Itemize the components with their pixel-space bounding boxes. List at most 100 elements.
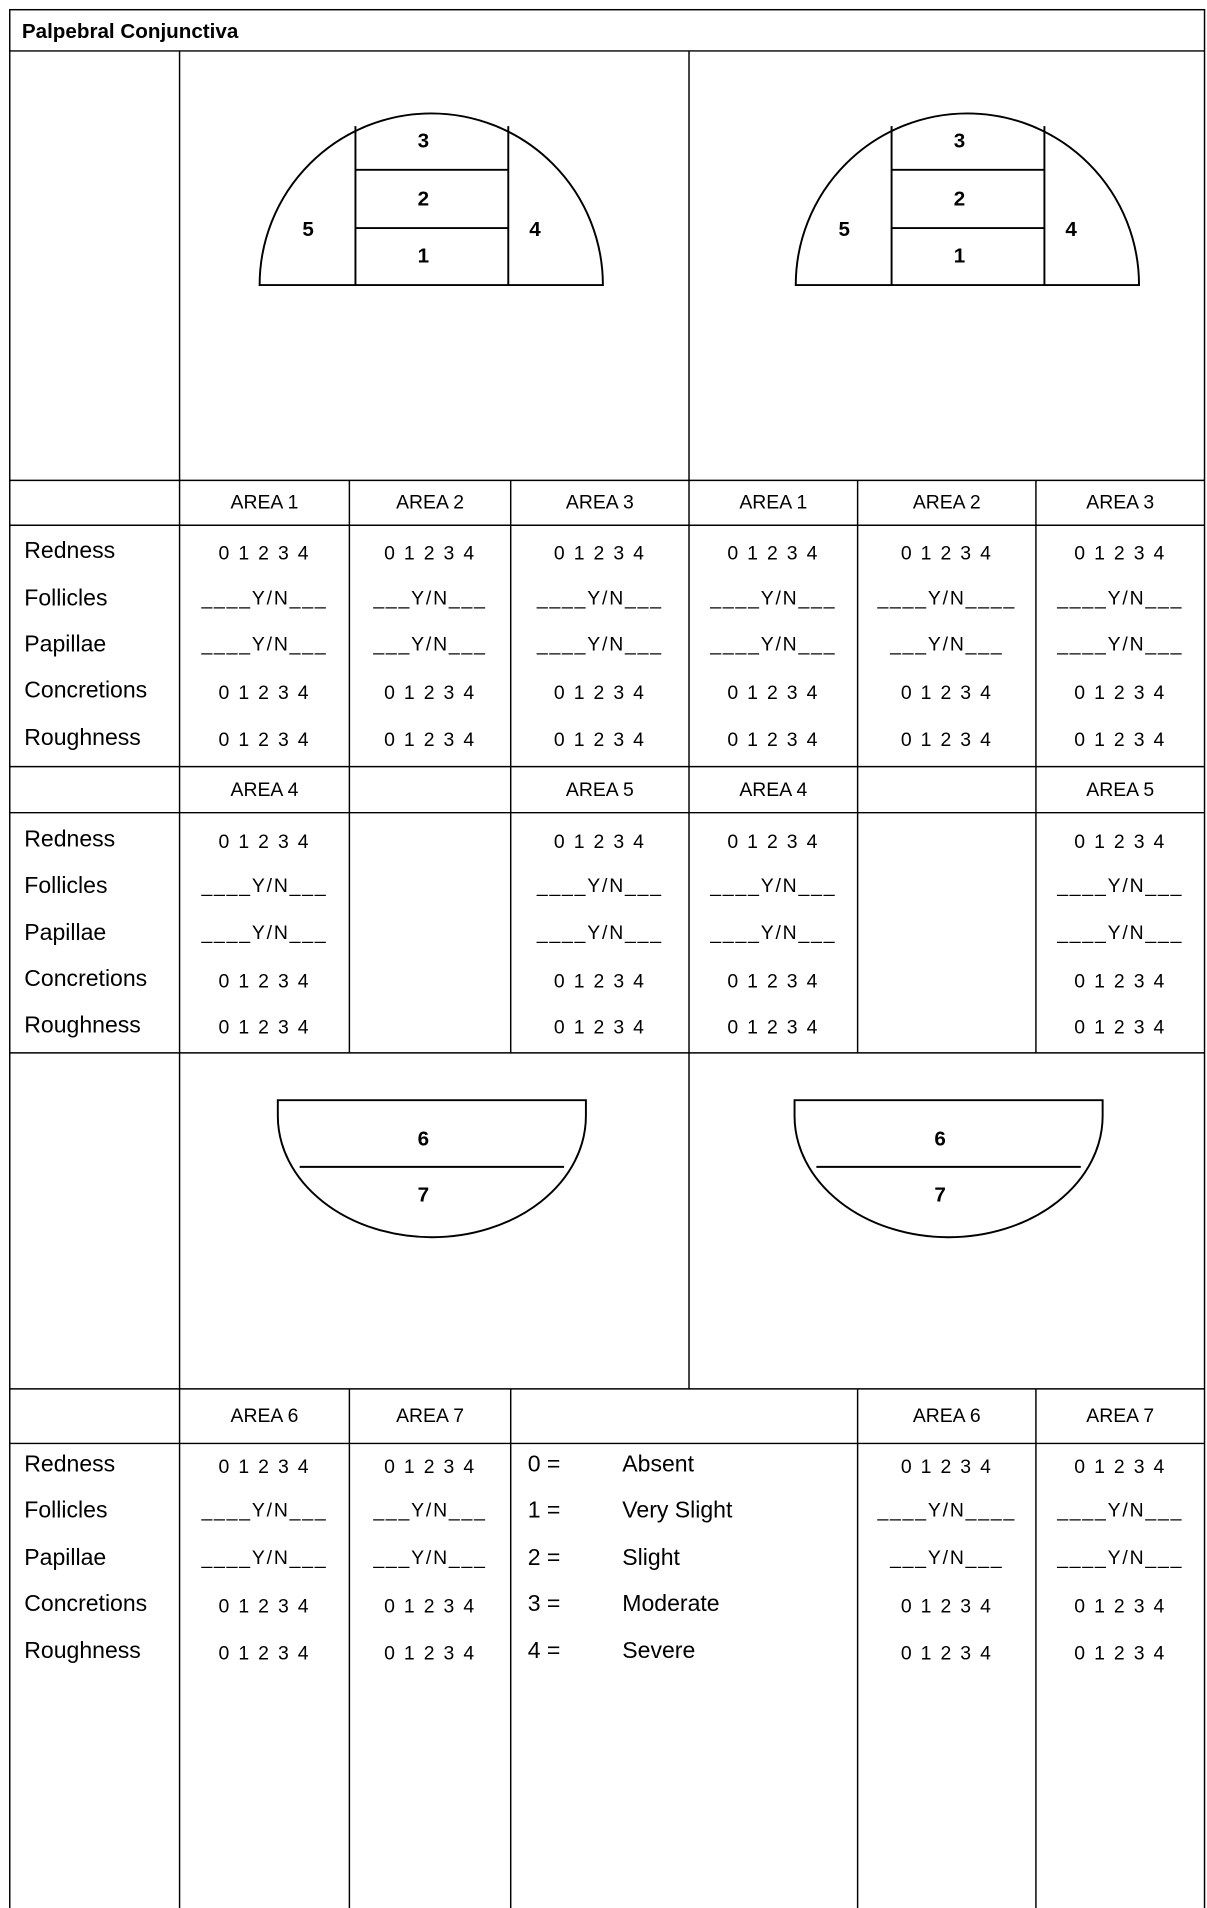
lower-diagram bbox=[276, 1099, 587, 1239]
diagram-area-label: 1 bbox=[418, 245, 429, 268]
score-cell: ___Y/N___ bbox=[372, 587, 486, 609]
area-header: AREA 3 bbox=[566, 492, 634, 514]
score-cell: ____Y/N___ bbox=[709, 875, 836, 897]
row-label: Follicles bbox=[24, 584, 107, 610]
score-cell: 0 1 2 3 4 bbox=[1074, 831, 1166, 853]
score-cell: 0 1 2 3 4 bbox=[554, 971, 646, 993]
area-header: AREA 7 bbox=[1086, 1405, 1154, 1427]
legend-code: 3 = bbox=[528, 1590, 561, 1616]
score-cell: 0 1 2 3 4 bbox=[384, 1456, 476, 1478]
row-label: Concretions bbox=[24, 965, 147, 991]
score-cell: ____Y/N____ bbox=[876, 1499, 1016, 1521]
legend-code: 1 = bbox=[528, 1496, 561, 1522]
row-label: Concretions bbox=[24, 1590, 147, 1616]
row-label: Concretions bbox=[24, 676, 147, 702]
score-cell: ____Y/N___ bbox=[536, 587, 663, 609]
form-border bbox=[9, 8, 1206, 1908]
score-cell: 0 1 2 3 4 bbox=[219, 1456, 311, 1478]
score-cell: ___Y/N___ bbox=[372, 1547, 486, 1569]
score-cell: 0 1 2 3 4 bbox=[219, 971, 311, 993]
grid-lines bbox=[9, 50, 1205, 1908]
score-cell: 0 1 2 3 4 bbox=[219, 729, 311, 751]
row-label: Papillae bbox=[24, 1544, 106, 1570]
diagram-area-label: 3 bbox=[954, 129, 965, 152]
diagram-area-label: 7 bbox=[418, 1183, 429, 1206]
score-cell: 0 1 2 3 4 bbox=[901, 729, 993, 751]
diagram-area-label: 5 bbox=[839, 218, 850, 241]
row-label: Redness bbox=[24, 537, 115, 563]
row-label: Roughness bbox=[24, 1637, 141, 1663]
row-label: Follicles bbox=[24, 1496, 107, 1522]
row-label: Follicles bbox=[24, 872, 107, 898]
diagram-area-label: 6 bbox=[934, 1128, 945, 1151]
score-cell: 0 1 2 3 4 bbox=[219, 831, 311, 853]
score-cell: ___Y/N___ bbox=[372, 633, 486, 655]
legend-code: 4 = bbox=[528, 1637, 561, 1663]
diagram-area-label: 5 bbox=[302, 218, 313, 241]
score-cell: 0 1 2 3 4 bbox=[219, 1643, 311, 1665]
area-header: AREA 7 bbox=[396, 1405, 464, 1427]
score-cell: ____Y/N___ bbox=[1056, 922, 1183, 944]
score-cell: ____Y/N___ bbox=[200, 1547, 327, 1569]
score-cell: ___Y/N___ bbox=[889, 1547, 1003, 1569]
area-header: AREA 5 bbox=[1086, 779, 1154, 801]
score-cell: 0 1 2 3 4 bbox=[384, 1643, 476, 1665]
diagram-area-label: 2 bbox=[954, 188, 965, 211]
legend-text: Severe bbox=[622, 1637, 695, 1663]
upper-diagram bbox=[258, 112, 604, 287]
score-cell: 0 1 2 3 4 bbox=[727, 831, 819, 853]
score-cell: ___Y/N___ bbox=[372, 1499, 486, 1521]
score-cell: ____Y/N___ bbox=[709, 922, 836, 944]
legend-text: Absent bbox=[622, 1450, 694, 1476]
score-cell: 0 1 2 3 4 bbox=[384, 729, 476, 751]
score-cell: 0 1 2 3 4 bbox=[901, 1456, 993, 1478]
score-cell: 0 1 2 3 4 bbox=[901, 682, 993, 704]
area-header: AREA 4 bbox=[739, 779, 807, 801]
score-cell: ____Y/N___ bbox=[200, 875, 327, 897]
score-cell: 0 1 2 3 4 bbox=[727, 971, 819, 993]
upper-diagram bbox=[794, 112, 1140, 287]
diagram-area-label: 4 bbox=[529, 218, 541, 241]
score-cell: 0 1 2 3 4 bbox=[554, 1017, 646, 1039]
score-cell: 0 1 2 3 4 bbox=[1074, 1643, 1166, 1665]
legend-text: Slight bbox=[622, 1544, 680, 1570]
score-cell: 0 1 2 3 4 bbox=[554, 831, 646, 853]
score-cell: ___Y/N___ bbox=[889, 633, 1003, 655]
legend-text: Moderate bbox=[622, 1590, 719, 1616]
score-cell: ____Y/N___ bbox=[200, 587, 327, 609]
score-cell: 0 1 2 3 4 bbox=[901, 1643, 993, 1665]
score-cell: 0 1 2 3 4 bbox=[1074, 1017, 1166, 1039]
area-header: AREA 6 bbox=[913, 1405, 981, 1427]
score-cell: 0 1 2 3 4 bbox=[1074, 1456, 1166, 1478]
area-header: AREA 3 bbox=[1086, 492, 1154, 514]
score-cell: 0 1 2 3 4 bbox=[901, 542, 993, 564]
score-cell: ____Y/N___ bbox=[536, 875, 663, 897]
score-cell: 0 1 2 3 4 bbox=[1074, 1595, 1166, 1617]
form-title: Palpebral Conjunctiva bbox=[22, 20, 239, 43]
row-label: Roughness bbox=[24, 724, 141, 750]
legend-code: 2 = bbox=[528, 1544, 561, 1570]
diagram-area-label: 3 bbox=[418, 129, 429, 152]
score-cell: 0 1 2 3 4 bbox=[219, 1017, 311, 1039]
score-cell: ____Y/N___ bbox=[1056, 1499, 1183, 1521]
legend-code: 0 = bbox=[528, 1450, 561, 1476]
score-cell: 0 1 2 3 4 bbox=[219, 682, 311, 704]
score-cell: ____Y/N___ bbox=[1056, 1547, 1183, 1569]
diagram-area-label: 1 bbox=[954, 245, 965, 268]
score-cell: 0 1 2 3 4 bbox=[554, 542, 646, 564]
score-cell: ____Y/N____ bbox=[876, 587, 1016, 609]
score-cell: 0 1 2 3 4 bbox=[1074, 971, 1166, 993]
row-label: Roughness bbox=[24, 1011, 141, 1037]
score-cell: ____Y/N___ bbox=[709, 587, 836, 609]
row-label: Redness bbox=[24, 1450, 115, 1476]
score-cell: 0 1 2 3 4 bbox=[554, 682, 646, 704]
score-cell: 0 1 2 3 4 bbox=[727, 682, 819, 704]
score-cell: 0 1 2 3 4 bbox=[384, 682, 476, 704]
score-cell: ____Y/N___ bbox=[200, 633, 327, 655]
score-cell: 0 1 2 3 4 bbox=[219, 542, 311, 564]
score-cell: 0 1 2 3 4 bbox=[1074, 682, 1166, 704]
diagram-area-label: 2 bbox=[418, 188, 429, 211]
score-cell: ____Y/N___ bbox=[709, 633, 836, 655]
